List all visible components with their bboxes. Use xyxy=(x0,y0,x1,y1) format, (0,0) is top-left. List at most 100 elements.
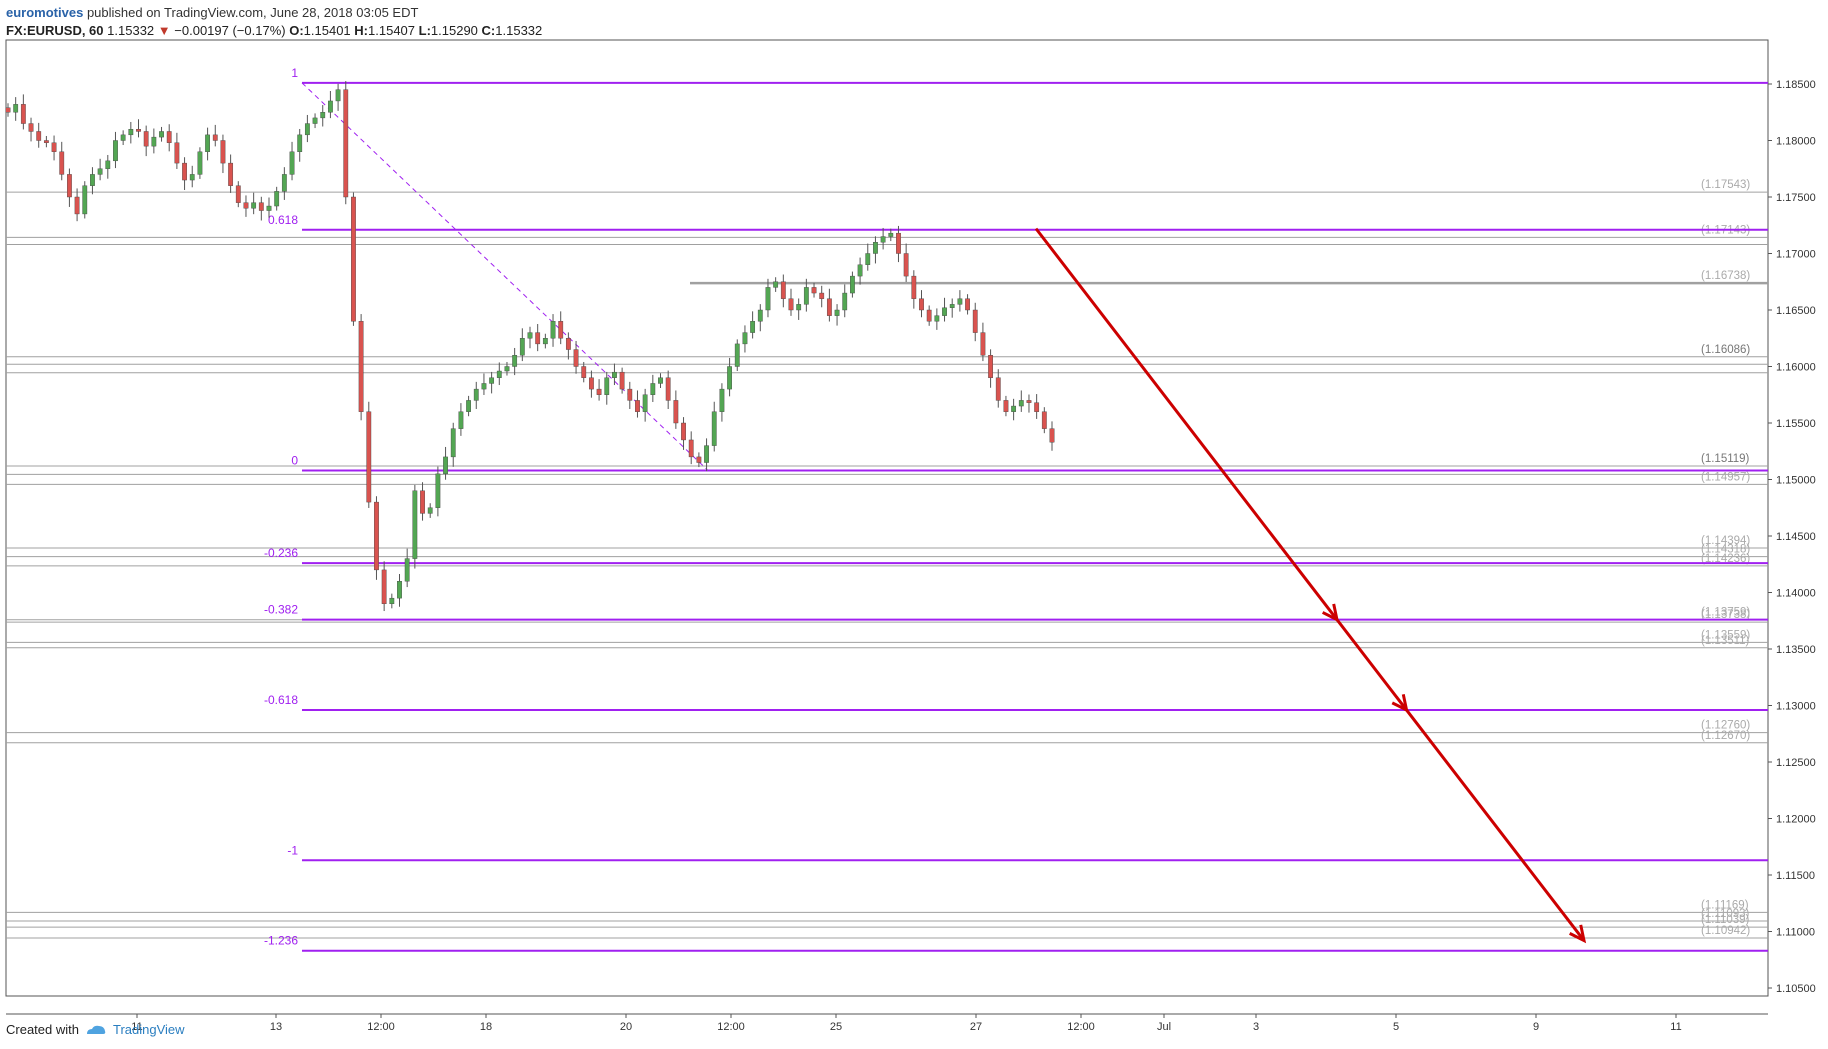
candle-body xyxy=(704,445,709,463)
candle-body xyxy=(519,338,525,356)
candle-body xyxy=(43,140,49,143)
y-tick-label: 1.15500 xyxy=(1776,418,1816,430)
candle-body xyxy=(182,162,187,181)
fib-level-label: 0 xyxy=(291,453,298,467)
candle-body xyxy=(166,131,172,143)
candle-body xyxy=(320,112,326,119)
candle-body xyxy=(788,298,794,311)
candle-body xyxy=(36,131,42,141)
close-label: C: xyxy=(481,23,496,38)
candle-body xyxy=(5,107,11,113)
candle-body xyxy=(573,349,579,367)
candle-body xyxy=(143,131,149,147)
candle-body xyxy=(450,428,456,458)
sr-level-label: (1.16738) xyxy=(1701,270,1750,282)
candle-body xyxy=(965,298,970,311)
candle-body xyxy=(51,142,57,152)
symbol-name[interactable]: FX:EURUSD, 60 xyxy=(6,23,104,38)
candle-body xyxy=(289,151,295,175)
y-tick-label: 1.18500 xyxy=(1776,79,1816,91)
candle-body xyxy=(358,321,364,412)
sr-level-label: (1.14236) xyxy=(1701,553,1750,565)
candle-body xyxy=(251,202,257,209)
candle-body xyxy=(59,151,65,175)
candle-body xyxy=(719,388,725,412)
candle-body xyxy=(205,134,210,153)
candle-body xyxy=(281,174,287,192)
triangle-down-icon: ▼ xyxy=(157,23,171,38)
sr-level-label: (1.11169) xyxy=(1701,899,1749,911)
candle-body xyxy=(90,174,95,186)
price-change: −0.00197 (−0.17%) xyxy=(174,23,286,38)
candle-body xyxy=(949,304,955,308)
candle-body xyxy=(988,355,993,379)
candle-body xyxy=(420,490,425,514)
fib-level-label: -0.236 xyxy=(264,546,298,560)
candle-body xyxy=(297,134,303,153)
candle-body xyxy=(113,140,118,162)
sr-level-label: (1.13511) xyxy=(1701,635,1750,647)
candle-body xyxy=(688,439,694,458)
fib-level-label: -1 xyxy=(287,843,298,857)
candle-body xyxy=(819,292,825,299)
y-tick-label: 1.14000 xyxy=(1776,588,1816,600)
x-tick-label: 20 xyxy=(620,1021,632,1033)
candle-body xyxy=(481,383,487,390)
last-price: 1.15332 xyxy=(107,23,155,38)
projection-arrow-head xyxy=(1569,924,1587,944)
candle-body xyxy=(389,597,395,605)
candle-body xyxy=(742,332,748,345)
published-info: published on TradingView.com, June 28, 2… xyxy=(86,5,419,20)
y-tick-label: 1.16000 xyxy=(1776,362,1816,374)
sr-level-label: (1.12760) xyxy=(1701,720,1750,732)
low-value: 1.15290 xyxy=(430,23,478,38)
candle-body xyxy=(258,202,264,211)
tradingview-brand-link[interactable]: TradingView xyxy=(112,1022,185,1037)
plot-frame xyxy=(5,39,1769,997)
candle-body xyxy=(1049,428,1055,443)
fib-level-label: -1.236 xyxy=(264,934,298,948)
candle-body xyxy=(335,89,341,102)
candle-body xyxy=(796,304,802,311)
candle-body xyxy=(972,309,978,333)
candle-body xyxy=(673,400,679,424)
publish-header: euromotives published on TradingView.com… xyxy=(6,4,418,21)
y-tick-label: 1.14500 xyxy=(1776,531,1816,543)
candle-body xyxy=(888,232,894,237)
x-tick-label: Jul xyxy=(1157,1021,1171,1033)
candle-body xyxy=(773,281,779,288)
x-tick-label: 9 xyxy=(1533,1021,1539,1033)
candle-body xyxy=(896,232,901,254)
open-value: 1.15401 xyxy=(303,23,351,38)
candle-body xyxy=(197,151,203,175)
sr-level-label: (1.11039) xyxy=(1701,914,1750,926)
y-tick-label: 1.12500 xyxy=(1776,757,1816,769)
y-tick-label: 1.17000 xyxy=(1776,249,1816,261)
candle-body xyxy=(665,377,671,401)
sr-level-label: (1.10942) xyxy=(1701,925,1750,937)
candle-body xyxy=(934,315,940,322)
candle-body xyxy=(343,89,349,198)
candle-body xyxy=(834,309,840,316)
candle-body xyxy=(489,377,495,384)
candle-body xyxy=(496,370,502,378)
high-label: H: xyxy=(354,23,369,38)
sr-level-label: (1.11093) xyxy=(1701,908,1750,920)
candle-body xyxy=(1018,400,1024,407)
y-tick-label: 1.16500 xyxy=(1776,305,1816,317)
created-with-text: Created with xyxy=(6,1022,79,1037)
candle-body xyxy=(750,321,756,333)
candle-body xyxy=(619,371,625,390)
sr-level-label: (1.13738) xyxy=(1701,609,1750,621)
x-tick-label: 11 xyxy=(131,1021,142,1033)
candle-body xyxy=(159,131,164,138)
y-tick-label: 1.17500 xyxy=(1776,192,1816,204)
author-link[interactable]: euromotives xyxy=(6,5,84,20)
candle-body xyxy=(105,160,111,169)
candle-body xyxy=(627,388,633,401)
candle-body xyxy=(681,422,686,441)
fib-level-label: 1 xyxy=(291,66,298,80)
y-tick-label: 1.15000 xyxy=(1776,475,1816,487)
candle-body xyxy=(803,287,809,305)
